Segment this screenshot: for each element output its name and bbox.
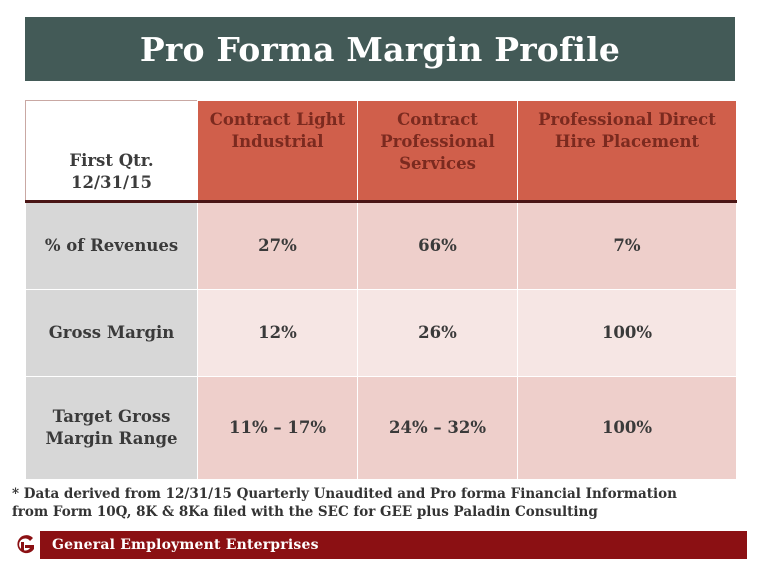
table-header-row: First Qtr. 12/31/15 Contract Light Indus…	[25, 100, 737, 203]
slide-title: Pro Forma Margin Profile	[25, 17, 735, 81]
footnote-line1: * Data derived from 12/31/15 Quarterly U…	[12, 486, 677, 502]
table-cell: 12%	[197, 289, 358, 377]
company-name: General Employment Enterprises	[52, 537, 319, 553]
footnote: * Data derived from 12/31/15 Quarterly U…	[12, 485, 752, 521]
footer-bar: General Employment Enterprises	[10, 531, 747, 559]
table-cell: 66%	[357, 201, 518, 290]
row-label-gross-margin: Gross Margin	[25, 289, 198, 377]
column-header-contract-light-industrial: Contract Light Industrial	[197, 100, 358, 203]
table-cell: 7%	[517, 201, 737, 290]
period-header-line2: 12/31/15	[71, 173, 152, 192]
column-header-contract-professional-services: Contract Professional Services	[357, 100, 518, 203]
period-header: First Qtr. 12/31/15	[25, 100, 198, 203]
table-cell: 100%	[517, 376, 737, 480]
footnote-line2: from Form 10Q, 8K & 8Ka filed with the S…	[12, 504, 598, 520]
period-header-line1: First Qtr.	[69, 151, 154, 170]
table-row-revenues: % of Revenues 27% 66% 7%	[25, 201, 737, 290]
table-row-target-gross-margin: Target Gross Margin Range 11% – 17% 24% …	[25, 376, 737, 480]
table-cell: 11% – 17%	[197, 376, 358, 480]
table-cell: 100%	[517, 289, 737, 377]
table-cell: 26%	[357, 289, 518, 377]
margin-profile-table: First Qtr. 12/31/15 Contract Light Indus…	[25, 100, 737, 480]
ge-logo-icon	[10, 531, 40, 559]
row-label-revenues: % of Revenues	[25, 201, 198, 290]
column-header-professional-direct-hire: Professional Direct Hire Placement	[517, 100, 737, 203]
row-label-target-gross-margin: Target Gross Margin Range	[25, 376, 198, 480]
table-row-gross-margin: Gross Margin 12% 26% 100%	[25, 289, 737, 377]
table-cell: 24% – 32%	[357, 376, 518, 480]
table-cell: 27%	[197, 201, 358, 290]
